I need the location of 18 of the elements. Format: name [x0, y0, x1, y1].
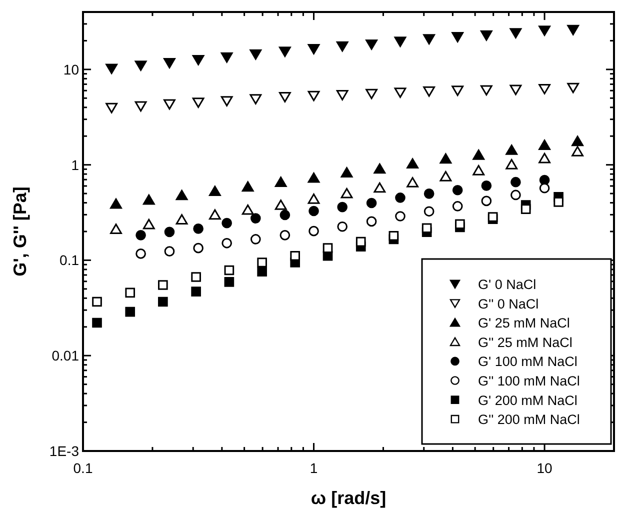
x-tick-label: 1 [310, 460, 318, 476]
y-tick-label: 10 [63, 61, 80, 78]
legend-label: G' 0 NaCl [478, 277, 536, 292]
x-tick-label: 10 [536, 460, 553, 476]
x-axis-title: ω [rad/s] [310, 488, 386, 508]
y-axis-title: G', G'' [Pa] [10, 186, 30, 276]
y-tick-label: 0.01 [52, 348, 80, 364]
legend-label: G'' 100 mM NaCl [478, 374, 580, 388]
legend-label: G'' 200 mM NaCl [478, 412, 580, 428]
legend-label: G'' 25 mM NaCl [478, 334, 572, 350]
y-tick-label: 0.1 [60, 252, 80, 268]
legend-label: G' 25 mM NaCl [478, 316, 570, 331]
x-tick-label: 0.1 [73, 460, 93, 476]
legend-label: G' 200 mM NaCl [478, 392, 578, 408]
legend-label: G' 100 mM NaCl [478, 354, 578, 370]
legend-label: G'' 0 NaCl [478, 296, 539, 312]
y-tick-label: 1E-3 [49, 443, 80, 459]
y-tick-label: 1 [71, 156, 80, 173]
